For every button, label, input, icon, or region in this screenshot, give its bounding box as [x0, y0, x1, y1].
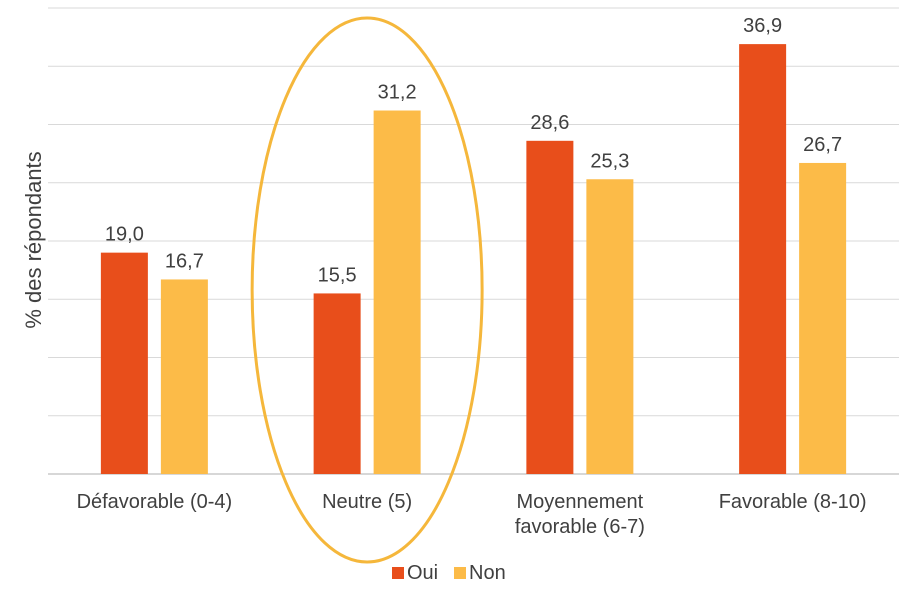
- data-label: 26,7: [803, 134, 842, 156]
- bar-non-0: [160, 279, 208, 474]
- bar-oui-1: [313, 293, 361, 474]
- data-label: 28,6: [530, 112, 569, 134]
- x-tick-label: Neutre (5): [322, 491, 412, 513]
- bar-non-1: [373, 110, 421, 475]
- data-label: 15,5: [318, 264, 357, 286]
- highlight-ellipse: [250, 16, 484, 564]
- highlight-annotation: [250, 16, 484, 564]
- legend-swatch-oui: [392, 567, 404, 579]
- bars: [100, 44, 847, 475]
- legend: Oui Non: [392, 562, 506, 584]
- y-axis-title: % des répondants: [21, 151, 46, 328]
- bar-non-3: [799, 162, 847, 474]
- x-tick-label: Défavorable (0-4): [77, 491, 233, 513]
- data-label: 36,9: [743, 15, 782, 37]
- bar-oui-0: [100, 252, 148, 474]
- x-tick-label: Moyennement favorable (6-7): [515, 491, 645, 538]
- bar-oui-3: [739, 44, 787, 475]
- x-tick-label: Favorable (8-10): [719, 491, 867, 513]
- data-label: 31,2: [378, 82, 417, 104]
- data-label: 25,3: [590, 150, 629, 172]
- bar-oui-2: [526, 140, 574, 474]
- data-label: 19,0: [105, 224, 144, 246]
- x-tick-labels: Défavorable (0-4) Neutre (5) Moyennement fa…: [77, 491, 867, 538]
- data-label: 16,7: [165, 250, 204, 272]
- legend-label-oui: Oui: [407, 562, 438, 584]
- legend-label-non: Non: [469, 562, 506, 584]
- legend-swatch-non: [454, 567, 466, 579]
- bar-non-2: [586, 179, 634, 474]
- data-labels: 19,0 16,7 15,5 31,2 28,6 25,3 36,9 26,7: [105, 15, 842, 286]
